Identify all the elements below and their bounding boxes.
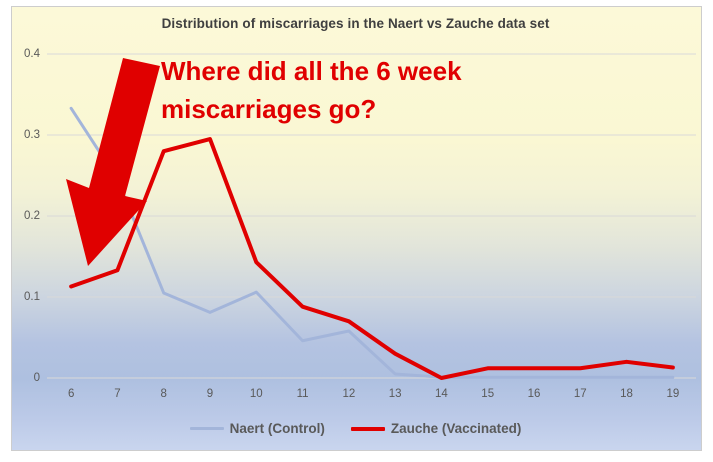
zauche-line-swatch-icon [350, 426, 385, 431]
x-axis-tick-label: 14 [435, 388, 448, 400]
y-axis-tick-label: 0.1 [24, 291, 40, 303]
x-axis-tick-label: 9 [206, 388, 214, 400]
series-line-1 [69, 137, 675, 380]
x-axis-tick-label: 17 [573, 388, 587, 400]
legend: Naert (Control) Zauche (Vaccinated) [11, 421, 700, 436]
annotation-text: Where did all the 6 week miscarriages go… [161, 52, 462, 128]
x-axis-tick-label: 10 [249, 388, 263, 400]
down-arrow-annotation-icon [66, 58, 160, 266]
x-axis-tick-label: 13 [388, 388, 402, 400]
x-axis-tick-label: 8 [160, 388, 167, 400]
chart-title: Distribution of miscarriages in the Naer… [161, 16, 550, 31]
y-axis-tick-label: 0.3 [24, 129, 40, 141]
series-line-0 [69, 106, 675, 379]
x-axis-tick-label: 6 [67, 388, 75, 400]
legend-label-naert: Naert (Control) [229, 421, 325, 436]
x-axis-tick-label: 15 [481, 388, 495, 400]
legend-item-zauche: Zauche (Vaccinated) [350, 421, 522, 436]
naert-line-swatch-icon [189, 427, 224, 430]
y-axis-tick-label: 0.2 [24, 210, 40, 222]
legend-item-naert: Naert (Control) [189, 421, 325, 436]
x-axis-tick-label: 16 [527, 388, 541, 400]
series-lines [69, 106, 675, 380]
annotation-line-2: miscarriages go? [161, 94, 377, 124]
x-axis-tick-label: 12 [342, 388, 356, 400]
y-axis-tick-label: 0.4 [24, 48, 40, 60]
x-axis-tick-label: 19 [666, 388, 680, 400]
x-axis-tick-label: 18 [620, 388, 633, 400]
y-axis-tick-label: 0 [33, 372, 40, 384]
x-axis-tick-label: 7 [114, 388, 121, 400]
x-axis-tick-label: 11 [296, 388, 309, 400]
gridlines [47, 53, 696, 379]
legend-label-zauche: Zauche (Vaccinated) [390, 421, 522, 436]
annotation-line-1: Where did all the 6 week [161, 56, 462, 86]
